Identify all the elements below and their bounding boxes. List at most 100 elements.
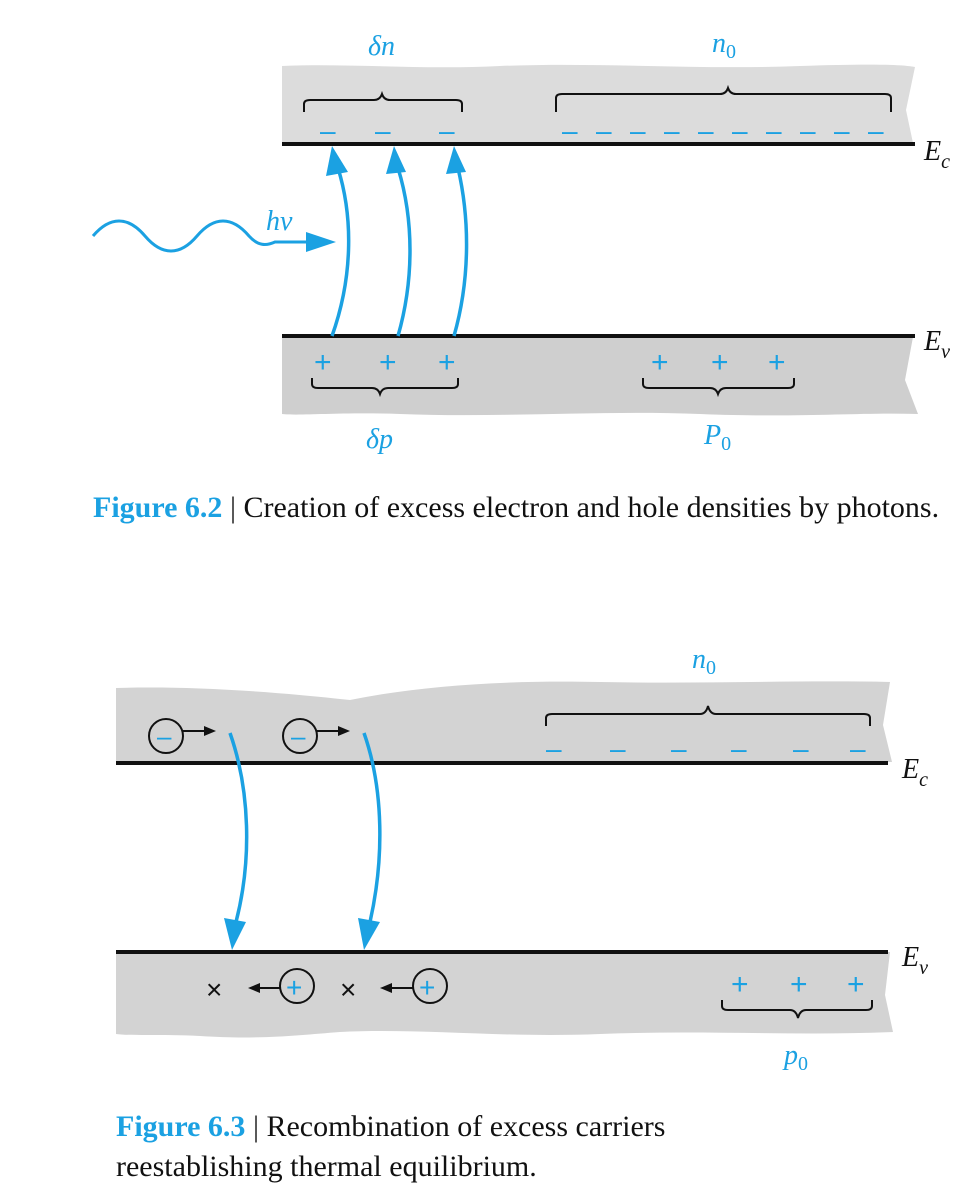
ec-label: Ec [901,754,928,791]
conduction-band-region [116,681,892,762]
caption-separator: | [229,491,236,524]
electron: – [291,721,306,751]
delta-p-brace [311,378,459,398]
electron: – [596,115,612,146]
arrowhead [224,918,246,950]
electron: – [800,115,816,146]
hole: + [379,346,397,379]
valence-band-region [116,952,893,1038]
p0-brace [721,1000,873,1019]
excitation-arrow [396,167,412,337]
motion-arrowhead [338,726,350,736]
caption-text: Creation of excess electron and hole den… [243,491,940,524]
excitation-arrows [330,167,469,337]
electron: – [375,115,391,146]
electron: – [698,115,714,146]
vacancy-mark: × [206,974,222,1005]
p0-label: p0 [782,1040,808,1075]
hole: + [314,346,332,379]
figure-6-3-caption: Figure 6.3 | Recombination of excess car… [116,1107,766,1187]
hole-circle [279,968,315,1004]
hole: + [768,346,786,379]
excess-hole-1: + [248,968,315,1004]
hole: + [286,972,302,1003]
figure-6-2-caption: Figure 6.2 | Creation of excess electron… [93,488,953,528]
hole: + [651,346,669,379]
hole-circle [412,968,448,1004]
caption-text: Recombination of excess carriers reestab… [116,1110,666,1183]
electron: – [671,733,687,764]
electron: – [439,115,455,146]
electron: – [793,733,809,764]
arrowhead [446,146,466,174]
delta-p-label: δp [366,424,393,455]
electron: – [731,733,747,764]
arrowhead [386,146,406,174]
figure-number: Figure 6.3 [116,1110,246,1143]
vacancy-mark: × [340,974,356,1005]
p0-brace [642,378,795,398]
excess-hole-2: + [380,968,448,1004]
electron-circle [148,718,184,754]
recombination-arrow [228,732,249,923]
figure-6-3: n0 – – – – – – – – [116,644,928,1075]
recombination-arrows [228,732,382,923]
n0-brace [555,84,892,112]
arrowhead [358,918,380,950]
motion-arrowhead [380,983,392,993]
figure-6-2: δn n0 – – – – – – – – – – – – – Ec Ev [91,28,950,455]
excitation-arrow [452,167,469,337]
n0-label: n0 [692,644,716,679]
hole: + [438,346,456,379]
conduction-band-region [282,64,915,143]
hole: + [731,968,749,1001]
n0-brace [545,705,871,726]
electron: – [546,733,562,764]
photon-wave [91,219,318,253]
electron: – [610,733,626,764]
delta-n-brace [303,90,463,112]
electron: – [320,115,336,146]
delta-n-label: δn [368,31,395,62]
hole: + [711,346,729,379]
equilibrium-holes: + + + [731,968,865,1001]
ec-label: Ec [923,136,950,173]
equilibrium-electrons: – – – – – – [546,733,866,764]
equilibrium-electrons: – – – – – – – – – – [562,115,884,146]
electron: – [868,115,884,146]
ev-label: Ev [901,942,928,979]
photon-arrowhead [306,232,336,252]
electron: – [850,733,866,764]
electron: – [562,115,578,146]
valence-band-region [282,337,918,416]
figure-number: Figure 6.2 [93,491,223,524]
electron: – [630,115,646,146]
electron: – [732,115,748,146]
excess-electron-2: – [282,718,350,754]
hole: + [790,968,808,1001]
p0-label: P0 [703,420,731,455]
excess-holes: + + + [314,346,456,379]
equilibrium-holes: + + + [651,346,786,379]
excitation-arrow [330,167,351,337]
recombination-arrowheads [224,918,380,950]
electron-circle [282,718,318,754]
recombination-arrow [362,732,382,923]
hole: + [847,968,865,1001]
excess-electron-1: – [148,718,216,754]
motion-arrowhead [248,983,260,993]
excitation-arrowheads [326,146,466,176]
motion-arrowhead [204,726,216,736]
arrowhead [326,146,348,176]
hv-label: hν [266,206,293,237]
n0-label: n0 [712,28,736,63]
electron: – [157,721,172,751]
ev-label: Ev [923,326,950,363]
electron: – [766,115,782,146]
excess-electrons: – – – [320,115,455,146]
caption-separator: | [252,1110,259,1143]
hole: + [419,972,435,1003]
electron: – [664,115,680,146]
electron: – [834,115,850,146]
